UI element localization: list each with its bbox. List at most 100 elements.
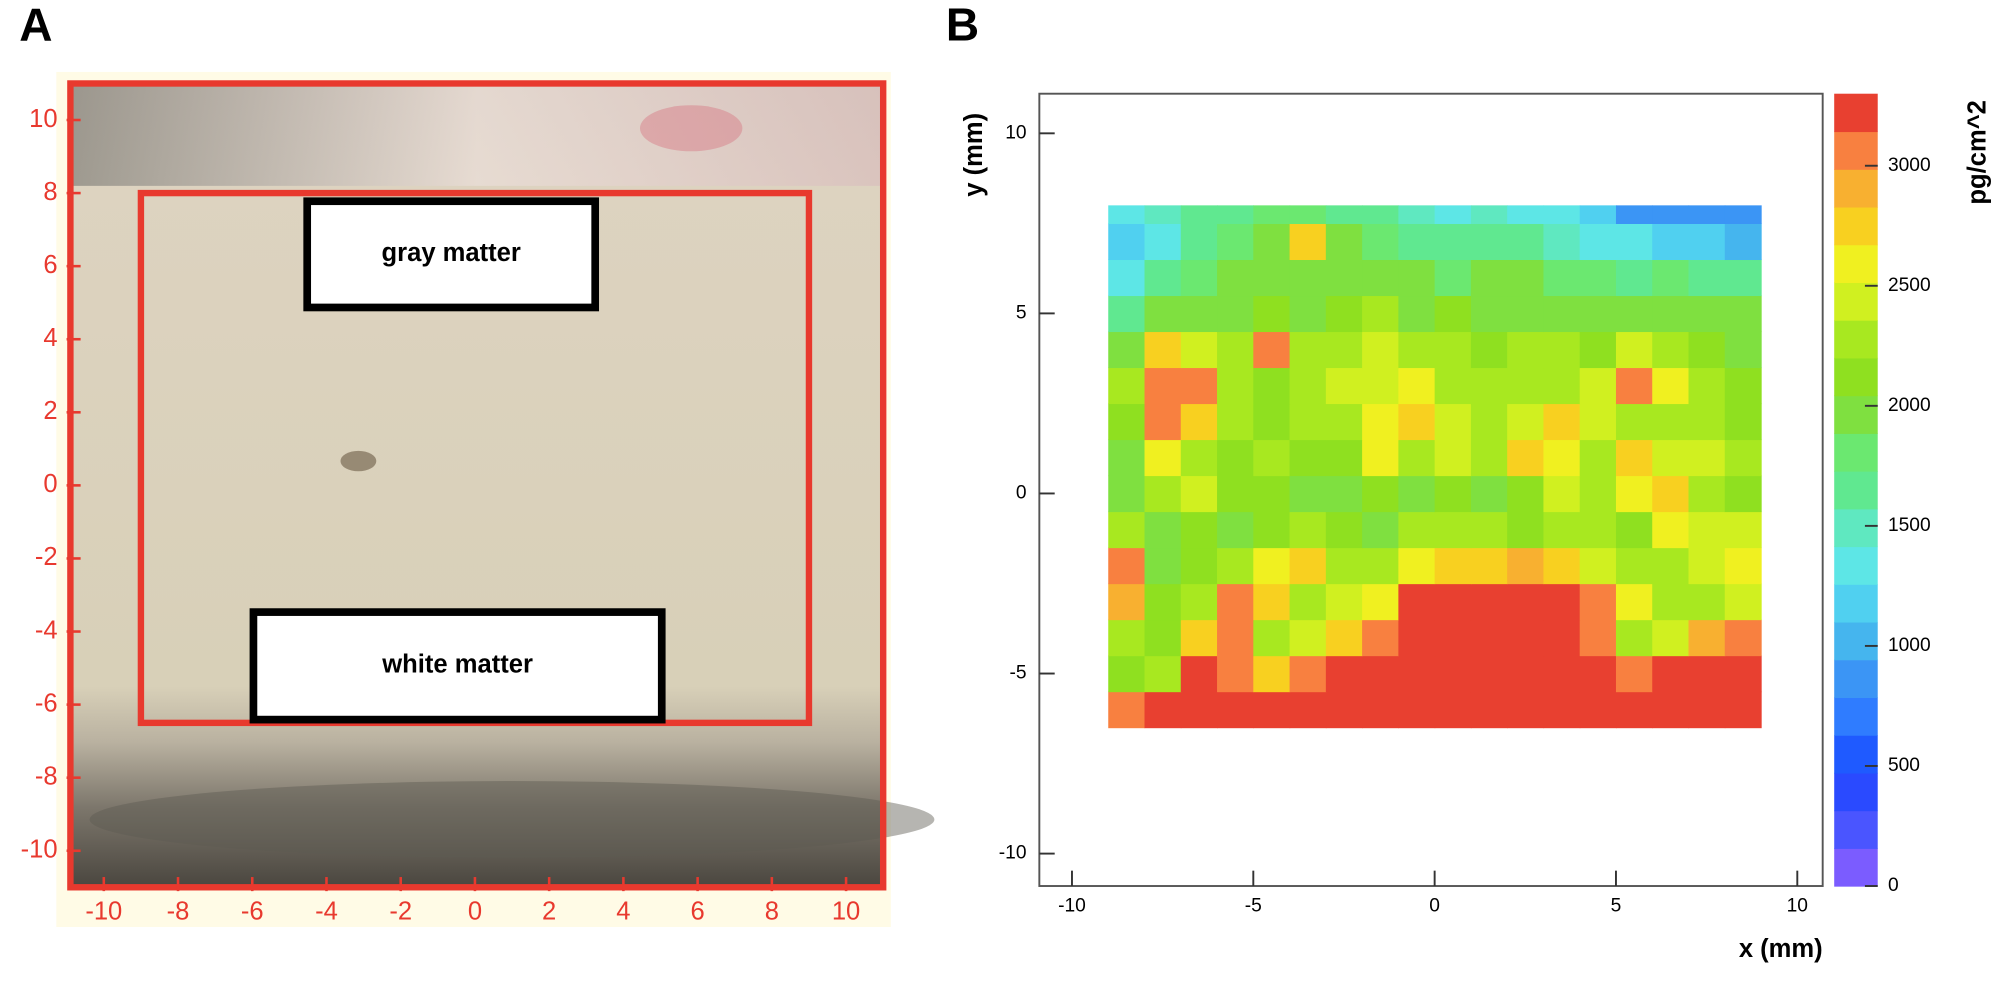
- heat-cell: [1144, 295, 1182, 333]
- heat-cell: [1180, 619, 1218, 657]
- heat-cell: [1144, 205, 1182, 224]
- heat-cell: [1724, 367, 1762, 405]
- heat-cell: [1579, 367, 1617, 405]
- heat-cell: [1108, 439, 1146, 477]
- heat-cell: [1579, 259, 1617, 297]
- x-tick-label: -10: [85, 898, 122, 926]
- heat-cell: [1615, 619, 1653, 657]
- heat-cell: [1724, 295, 1762, 333]
- x-tick-label: -10: [1058, 896, 1086, 917]
- heat-cell: [1362, 439, 1400, 477]
- y-tick-label: -6: [35, 689, 58, 717]
- y-tick-label: -4: [35, 616, 58, 644]
- y-tick-label: -10: [21, 836, 58, 864]
- colorbar-band: [1834, 282, 1878, 321]
- heat-cell: [1325, 403, 1363, 441]
- heat-cell: [1652, 655, 1690, 693]
- colorbar-band: [1834, 244, 1878, 283]
- heat-cell: [1470, 295, 1508, 333]
- heat-cell: [1325, 259, 1363, 297]
- heat-cell: [1507, 367, 1545, 405]
- heat-cell: [1398, 403, 1436, 441]
- heat-cell: [1434, 439, 1472, 477]
- heat-cell: [1615, 583, 1653, 621]
- heat-cell: [1144, 223, 1182, 261]
- heat-cell: [1652, 583, 1690, 621]
- colorbar-band: [1834, 470, 1878, 510]
- heat-cell: [1289, 511, 1327, 549]
- panel-label: B: [946, 0, 979, 51]
- heat-cell: [1289, 259, 1327, 297]
- heat-cell: [1108, 475, 1146, 513]
- heat-cell: [1543, 583, 1581, 621]
- heat-cell: [1724, 205, 1762, 224]
- heat-cell: [1398, 439, 1436, 477]
- heat-cell: [1688, 475, 1726, 513]
- heat-cell: [1652, 367, 1690, 405]
- heat-cell: [1724, 223, 1762, 261]
- heat-cell: [1470, 259, 1508, 297]
- heat-cell: [1652, 259, 1690, 297]
- heat-cell: [1543, 547, 1581, 585]
- heat-cell: [1579, 205, 1617, 224]
- heat-cell: [1652, 439, 1690, 477]
- heat-cell: [1724, 259, 1762, 297]
- heat-cell: [1652, 475, 1690, 513]
- heat-cell: [1108, 223, 1146, 261]
- heat-cell: [1144, 367, 1182, 405]
- photo-shadow: [89, 781, 935, 858]
- heat-cell: [1434, 547, 1472, 585]
- colorbar-band: [1834, 206, 1878, 246]
- heat-cell: [1362, 331, 1400, 369]
- heat-cell: [1362, 655, 1400, 693]
- heat-cell: [1652, 295, 1690, 333]
- heat-cell: [1289, 403, 1327, 441]
- heat-cell: [1688, 205, 1726, 224]
- heat-cell: [1144, 691, 1182, 729]
- heat-cell: [1217, 205, 1254, 224]
- heat-cell: [1217, 547, 1254, 585]
- heat-cell: [1507, 403, 1545, 441]
- heat-cell: [1217, 331, 1254, 369]
- heat-cell: [1217, 223, 1254, 261]
- colorbar-label: pg/cm^2: [1964, 100, 1992, 205]
- heat-cell: [1688, 295, 1726, 333]
- heat-cell: [1180, 205, 1218, 224]
- heat-cell: [1724, 475, 1762, 513]
- heat-cell: [1507, 547, 1545, 585]
- heat-cell: [1325, 691, 1363, 729]
- heat-cell: [1108, 691, 1146, 729]
- colorbar-tick-label: 500: [1888, 755, 1920, 776]
- heat-cell: [1615, 205, 1653, 224]
- heat-cell: [1253, 259, 1291, 297]
- heat-cell: [1217, 619, 1254, 657]
- heat-cell: [1108, 547, 1146, 585]
- heat-cell: [1325, 367, 1363, 405]
- heat-cell: [1652, 205, 1690, 224]
- heat-cell: [1724, 403, 1762, 441]
- heat-cell: [1144, 403, 1182, 441]
- heat-cell: [1289, 367, 1327, 405]
- heat-cell: [1180, 439, 1218, 477]
- heat-cell: [1470, 511, 1508, 549]
- colorbar-band: [1834, 169, 1878, 208]
- heat-cell: [1253, 403, 1291, 441]
- heat-cell: [1180, 655, 1218, 693]
- x-tick-label: -2: [389, 898, 412, 926]
- x-tick-label: -5: [1245, 896, 1262, 917]
- heat-cell: [1144, 655, 1182, 693]
- heat-cell: [1434, 511, 1472, 549]
- heat-cell: [1108, 511, 1146, 549]
- heat-cell: [1579, 475, 1617, 513]
- heat-cell: [1543, 205, 1581, 224]
- heat-cell: [1652, 403, 1690, 441]
- x-axis-label: x (mm): [1739, 935, 1823, 963]
- heat-cell: [1325, 511, 1363, 549]
- colorbar-band: [1834, 659, 1878, 699]
- photo-spot: [639, 105, 743, 152]
- colorbar-band: [1834, 131, 1878, 170]
- colorbar-tick-label: 1500: [1888, 515, 1931, 536]
- heat-cell: [1579, 691, 1617, 729]
- colorbar-band: [1834, 810, 1878, 849]
- heat-cell: [1398, 583, 1436, 621]
